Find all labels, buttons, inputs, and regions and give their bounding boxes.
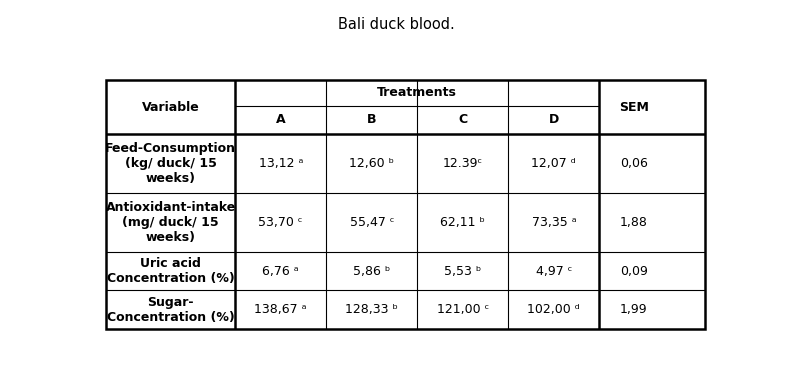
Text: 62,11 ᵇ: 62,11 ᵇ (440, 216, 485, 229)
Text: A: A (276, 114, 285, 126)
Text: 53,70 ᶜ: 53,70 ᶜ (258, 216, 303, 229)
Bar (106, 80, 706, 329)
Text: 121,00 ᶜ: 121,00 ᶜ (436, 303, 489, 316)
Text: 12.39ᶜ: 12.39ᶜ (443, 157, 483, 170)
Text: 5,86 ᵇ: 5,86 ᵇ (353, 265, 390, 277)
Text: 5,53 ᵇ: 5,53 ᵇ (444, 265, 482, 277)
Text: Bali duck blood.: Bali duck blood. (337, 17, 455, 32)
Text: Treatments: Treatments (377, 86, 457, 99)
Text: 138,67 ᵃ: 138,67 ᵃ (254, 303, 307, 316)
Text: Feed-Consumption
(kg/ duck/ 15
weeks): Feed-Consumption (kg/ duck/ 15 weeks) (105, 142, 236, 185)
Text: C: C (459, 114, 467, 126)
Text: 1,99: 1,99 (620, 303, 648, 316)
Text: 13,12 ᵃ: 13,12 ᵃ (258, 157, 303, 170)
Text: 55,47 ᶜ: 55,47 ᶜ (349, 216, 394, 229)
Text: Uric acid
Concentration (%): Uric acid Concentration (%) (107, 257, 234, 285)
Text: 73,35 ᵃ: 73,35 ᵃ (531, 216, 577, 229)
Text: D: D (549, 114, 559, 126)
Text: Sugar-
Concentration (%): Sugar- Concentration (%) (107, 296, 234, 324)
Text: 4,97 ᶜ: 4,97 ᶜ (535, 265, 572, 277)
Text: B: B (367, 114, 376, 126)
Text: 12,60 ᵇ: 12,60 ᵇ (349, 157, 394, 170)
Text: 102,00 ᵈ: 102,00 ᵈ (527, 303, 581, 316)
Text: 1,88: 1,88 (620, 216, 648, 229)
Text: 0,06: 0,06 (620, 157, 648, 170)
Text: Variable: Variable (142, 100, 200, 114)
Text: 0,09: 0,09 (620, 265, 648, 277)
Text: 128,33 ᵇ: 128,33 ᵇ (345, 303, 398, 316)
Text: SEM: SEM (619, 100, 649, 114)
Text: 12,07 ᵈ: 12,07 ᵈ (531, 157, 577, 170)
Text: 6,76 ᵃ: 6,76 ᵃ (262, 265, 299, 277)
Text: Antioxidant-intake
(mg/ duck/ 15
weeks): Antioxidant-intake (mg/ duck/ 15 weeks) (105, 201, 236, 244)
